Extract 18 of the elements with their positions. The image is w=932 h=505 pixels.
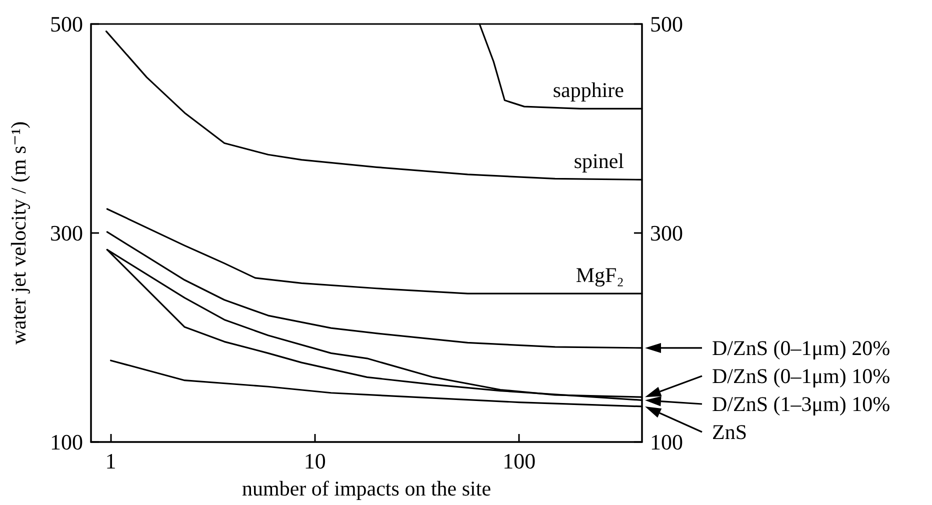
legend-label: D/ZnS (0–1μm) 10%	[712, 364, 890, 388]
legend-label: ZnS	[712, 420, 748, 444]
series-label: MgF₂	[576, 263, 624, 288]
x-tick-label: 10	[304, 448, 326, 474]
y2-tick-label: 100	[650, 430, 683, 454]
y-tick-label: 100	[50, 430, 83, 454]
series-label: sapphire	[552, 78, 624, 102]
x-tick-label: 1	[105, 448, 116, 474]
series-label: spinel	[574, 149, 624, 174]
x-axis-title: number of impacts on the site	[242, 476, 492, 500]
legend-label: D/ZnS (0–1μm) 20%	[712, 336, 890, 360]
y-tick-label: 500	[50, 12, 83, 36]
y2-tick-label: 500	[650, 12, 683, 36]
x-tick-label: 100	[502, 448, 536, 474]
y-axis-title: water jet velocity / (m s⁻¹)	[6, 121, 30, 345]
legend-label: D/ZnS (1–3μm) 10%	[712, 392, 890, 416]
y-tick-label: 300	[50, 220, 83, 246]
y2-tick-label: 300	[650, 220, 683, 246]
